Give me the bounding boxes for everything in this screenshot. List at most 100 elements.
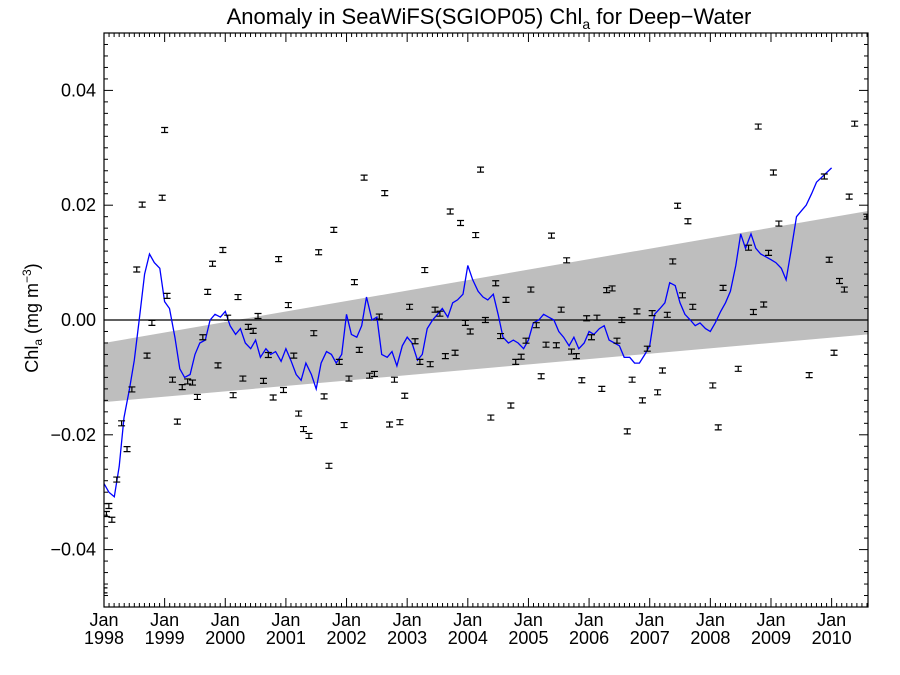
data-point-marker [678, 292, 686, 299]
data-point [669, 258, 677, 265]
data-point-marker [552, 342, 560, 349]
data-point [472, 231, 480, 239]
data-point [477, 166, 485, 173]
data-point-marker [669, 258, 677, 265]
data-point-marker [161, 126, 169, 134]
data-point [161, 126, 169, 134]
data-point-marker [492, 280, 500, 287]
data-point [709, 382, 717, 389]
data-point [578, 377, 586, 384]
data-point [279, 386, 287, 394]
data-point-marker [264, 351, 272, 359]
data-point [745, 244, 753, 251]
data-point-marker [537, 373, 545, 380]
data-point-marker [436, 310, 444, 317]
data-point [643, 345, 651, 352]
data-point [648, 310, 656, 317]
data-point [315, 249, 323, 256]
data-point-marker [249, 327, 257, 335]
x-tick-year: 2007 [630, 628, 670, 648]
data-point-marker [603, 287, 611, 294]
data-point-marker [299, 425, 307, 433]
x-tick-year: 2010 [812, 628, 852, 648]
data-point [457, 219, 465, 227]
data-point-marker [583, 315, 591, 322]
data-point-marker [275, 256, 283, 263]
x-tick-month: Jan [817, 610, 846, 630]
data-point-marker [648, 310, 656, 317]
x-tick-year: 2002 [327, 628, 367, 648]
data-point [113, 476, 121, 483]
data-point-marker [355, 346, 363, 353]
data-point-marker [765, 249, 773, 256]
data-point-marker [654, 389, 662, 396]
data-point [769, 169, 777, 176]
data-point [805, 372, 813, 379]
data-point [527, 286, 535, 293]
data-point-marker [517, 353, 525, 360]
data-point-marker [497, 332, 505, 340]
data-point-marker [375, 313, 383, 320]
data-point-marker [563, 257, 571, 264]
data-point [325, 462, 333, 469]
data-point [330, 226, 338, 233]
data-point [169, 376, 177, 383]
data-point [108, 516, 116, 523]
data-point-marker [411, 338, 419, 345]
x-tick-year: 2004 [448, 628, 488, 648]
data-point-marker [749, 308, 757, 316]
data-point-marker [350, 279, 358, 286]
data-point-marker [431, 306, 439, 313]
data-point-marker [421, 266, 429, 274]
data-point [360, 174, 368, 181]
data-point [517, 353, 525, 360]
data-point [224, 314, 232, 321]
data-point-marker [330, 226, 338, 233]
data-point [214, 362, 222, 369]
data-point-marker [105, 502, 113, 510]
data-point-marker [466, 328, 474, 335]
data-point-marker [173, 418, 181, 425]
data-point [416, 358, 424, 366]
data-point [851, 120, 859, 127]
data-point [547, 232, 555, 239]
data-point-marker [138, 201, 146, 208]
data-point [552, 342, 560, 349]
data-point-marker [643, 345, 651, 352]
data-point [295, 410, 303, 417]
data-point-marker [477, 166, 485, 173]
data-point [249, 327, 257, 335]
data-point-marker [658, 367, 666, 374]
data-point-marker [840, 286, 848, 293]
data-point-marker [214, 362, 222, 369]
data-point-marker [805, 372, 813, 379]
data-point-marker [598, 385, 606, 392]
data-point-marker [158, 194, 166, 201]
data-point [674, 202, 682, 209]
data-point [426, 361, 434, 368]
data-point [719, 284, 727, 291]
data-point [593, 314, 601, 321]
data-point [310, 330, 318, 337]
x-tick-month: Jan [211, 610, 240, 630]
data-point [583, 315, 591, 322]
data-point [123, 446, 131, 453]
data-point [128, 386, 136, 393]
data-point [623, 428, 631, 435]
data-point-marker [507, 402, 515, 409]
data-point-marker [709, 382, 717, 389]
data-point [105, 502, 113, 510]
x-tick-month: Jan [514, 610, 543, 630]
data-point [654, 389, 662, 396]
data-point [714, 424, 722, 431]
data-point-marker [825, 256, 833, 263]
data-point-marker [189, 379, 197, 386]
data-point [754, 123, 762, 130]
x-tick-year: 2000 [205, 628, 245, 648]
data-point-marker [340, 421, 348, 429]
y-tick-label: 0.02 [61, 195, 96, 215]
data-point [678, 292, 686, 299]
data-point [825, 256, 833, 263]
data-point [189, 379, 197, 386]
data-point-marker [234, 293, 242, 301]
